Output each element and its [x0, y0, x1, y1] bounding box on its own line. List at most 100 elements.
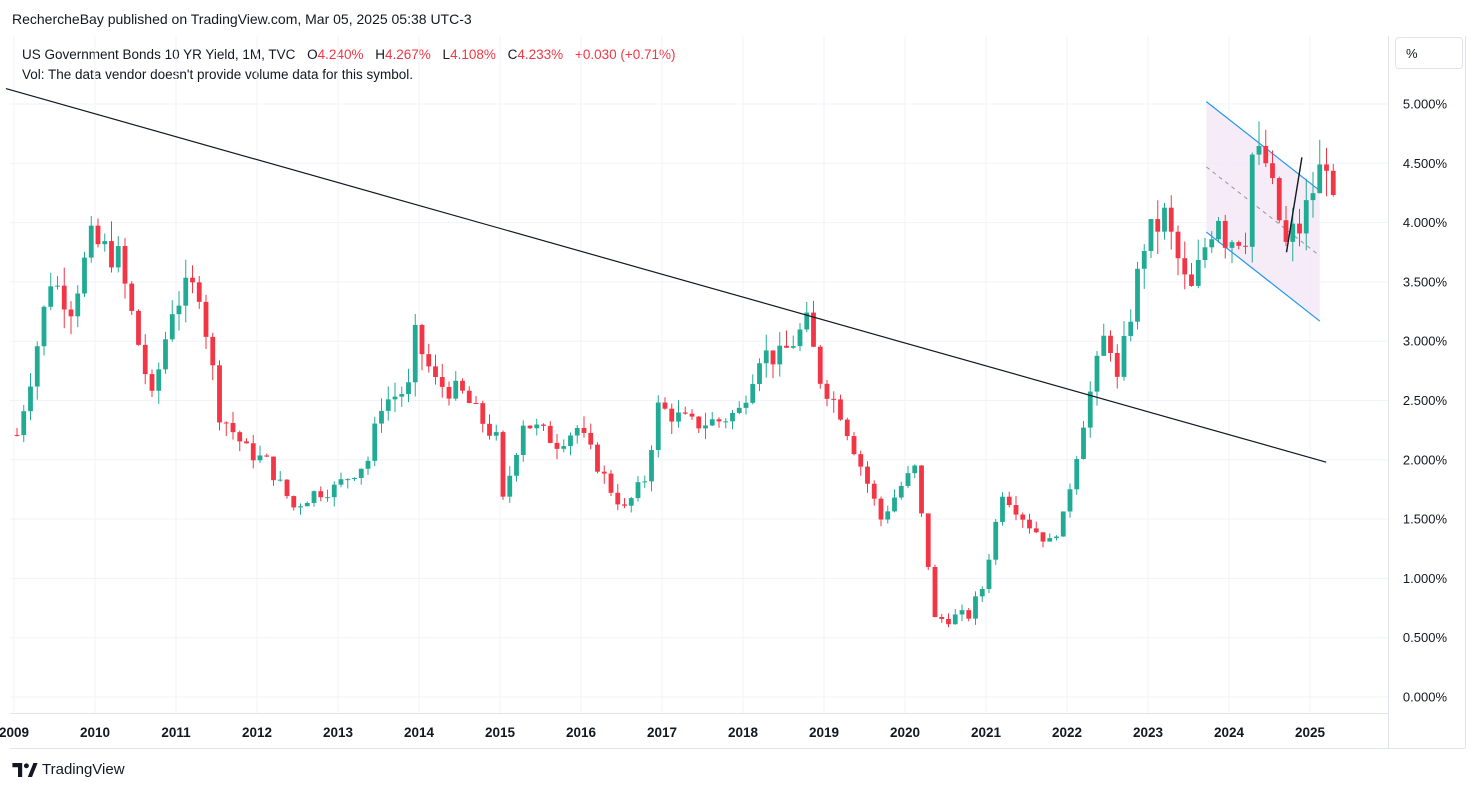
x-tick-label: 2023 [1133, 725, 1164, 740]
candle-body [385, 399, 391, 411]
x-tick-label: 2025 [1295, 725, 1326, 740]
candle [1283, 206, 1289, 247]
candle-body [1006, 496, 1012, 506]
candle-body [1330, 170, 1336, 195]
candle-body [61, 285, 67, 310]
candle [1033, 521, 1039, 534]
candle [466, 386, 472, 404]
candle [898, 481, 904, 500]
candle-body [797, 329, 803, 347]
candle [331, 481, 337, 507]
candle-body [608, 473, 614, 493]
candle [190, 265, 195, 294]
candle [1054, 535, 1059, 541]
candle [912, 464, 918, 479]
y-tick-label: 3.000% [1403, 334, 1448, 349]
x-tick-label: 2021 [971, 725, 1002, 740]
candle-body [784, 345, 789, 348]
legend-high-label: H [375, 47, 385, 62]
candle [271, 456, 276, 486]
candle [784, 330, 789, 349]
candle [865, 461, 870, 493]
candle [284, 479, 290, 499]
legend-close-value: 4.233% [517, 47, 564, 62]
candle-body [844, 419, 850, 437]
candle [257, 445, 263, 463]
candle-body [1047, 538, 1053, 542]
candle [635, 476, 641, 502]
candle-body [1013, 505, 1019, 515]
candle-body [1155, 219, 1161, 232]
x-tick-label: 2016 [566, 725, 597, 740]
candle [939, 613, 945, 623]
candle [595, 442, 600, 474]
candle [1148, 219, 1154, 258]
chart-legend: US Government Bonds 10 YR Yield, 1M, TVC… [22, 45, 676, 85]
candle-body [642, 481, 648, 483]
candle [196, 275, 202, 309]
candle [48, 272, 54, 310]
candle-body [588, 432, 594, 445]
candle [1047, 533, 1053, 542]
candle-body [595, 444, 600, 472]
long-trendline [5, 88, 1327, 463]
candle-body [115, 246, 121, 268]
candle-body [1297, 223, 1302, 234]
candle [352, 477, 357, 482]
candle [851, 432, 857, 456]
candle-body [28, 386, 33, 412]
candle-body [1324, 164, 1329, 171]
candle [1114, 344, 1120, 389]
candle-body [372, 423, 378, 461]
legend-open-label: O [307, 47, 318, 62]
candle-body [291, 496, 297, 508]
candle-body [574, 427, 580, 436]
candle [1027, 513, 1032, 534]
candle [689, 409, 695, 420]
candle [669, 403, 675, 435]
candle-body [34, 346, 40, 387]
candle [1202, 237, 1208, 269]
time-axis: 2009 2010 2011 2012 2013 2014 2015 2016 2017 2018… [0, 713, 1465, 749]
candle [858, 450, 864, 476]
candle-body [1087, 391, 1093, 428]
candle [1087, 381, 1093, 438]
candle-body [352, 477, 357, 480]
candle [460, 378, 465, 394]
price-scale-unit-button[interactable]: % [1395, 37, 1463, 69]
candle-body [136, 310, 141, 345]
candle-body [689, 413, 695, 417]
candle-body [102, 241, 108, 245]
candle-body [1229, 242, 1235, 248]
candle [433, 354, 438, 385]
candle-body [1243, 245, 1248, 247]
candle [102, 233, 108, 252]
candle-body [1121, 335, 1127, 377]
candle [1074, 456, 1080, 495]
candle [770, 350, 776, 379]
short-trendline [1285, 157, 1303, 253]
candle [534, 418, 540, 436]
y-tick-label: 2.500% [1403, 393, 1448, 408]
channel-mid-line [1206, 166, 1321, 257]
candle-body [466, 390, 472, 403]
candle [649, 445, 654, 492]
candle [817, 344, 823, 389]
y-tick-label: 4.500% [1403, 156, 1448, 171]
candle-body [770, 350, 776, 365]
candle [946, 613, 951, 628]
candle-body [95, 225, 101, 245]
candle-body [426, 354, 432, 367]
y-tick-label: 5.000% [1403, 97, 1448, 112]
candle [703, 412, 708, 440]
candle [1195, 239, 1201, 289]
candle [925, 513, 931, 571]
candle-body [82, 257, 87, 294]
candle-body [1249, 154, 1255, 247]
candle-body [932, 566, 938, 618]
candle-body [527, 425, 533, 429]
legend-symbol[interactable]: US Government Bonds 10 YR Yield, 1M, TVC [22, 47, 296, 62]
candle [68, 301, 74, 335]
candle [34, 341, 40, 400]
